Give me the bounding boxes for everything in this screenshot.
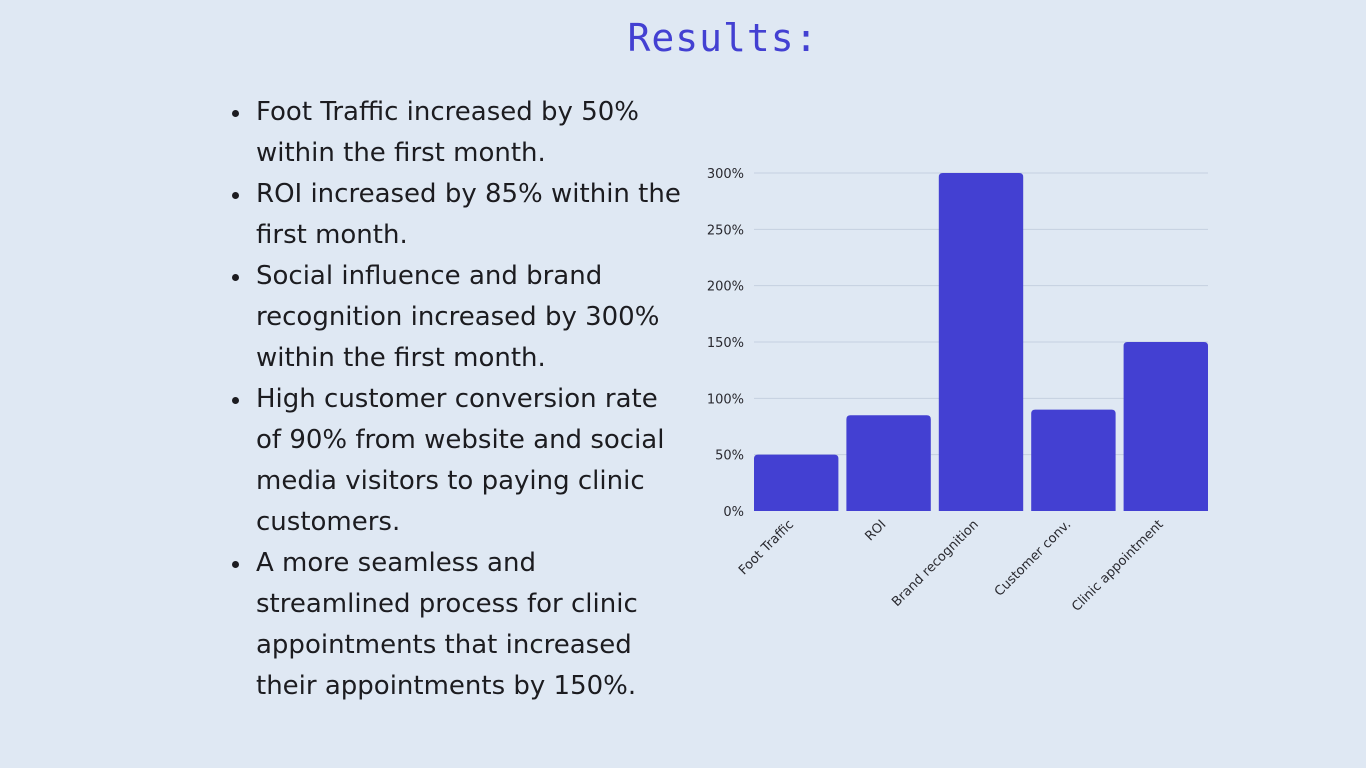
bar: [1031, 409, 1116, 511]
y-tick-label: 300%: [707, 167, 744, 182]
x-tick-label: Clinic appointment: [1069, 517, 1166, 614]
result-clinic-appointments: A more seamless and streamlined process …: [230, 543, 690, 707]
y-tick-label: 0%: [723, 505, 744, 520]
x-tick-label: Foot Traffic: [736, 517, 797, 578]
x-tick-label: Customer conv.: [992, 517, 1074, 599]
y-tick-label: 50%: [715, 449, 744, 464]
x-tick-label: Brand recognition: [889, 517, 982, 610]
y-tick-label: 100%: [707, 392, 744, 407]
result-brand-recognition: Social influence and brand recognition i…: [230, 256, 690, 379]
result-customer-conversion: High customer conversion rate of 90% fro…: [230, 379, 690, 543]
bar: [846, 415, 931, 511]
result-foot-traffic: Foot Traffic increased by 50% within the…: [230, 92, 690, 174]
result-roi: ROI increased by 85% within the first mo…: [230, 174, 690, 256]
bar: [938, 173, 1024, 511]
y-tick-label: 250%: [707, 223, 744, 238]
results-bar-chart: 0% 50% 100% 150% 200% 250% 300% Foot Traffic ROI…: [707, 167, 1208, 615]
results-list: Foot Traffic increased by 50% within the…: [230, 92, 690, 707]
bar: [754, 454, 839, 511]
x-axis: Foot Traffic ROI Brand recognition Customer…: [736, 517, 1167, 614]
page-title: Results:: [627, 16, 819, 60]
x-tick-label: ROI: [862, 517, 889, 544]
y-tick-label: 200%: [707, 280, 744, 295]
bars: [754, 173, 1208, 511]
bar: [1123, 342, 1208, 511]
y-tick-label: 150%: [707, 336, 744, 351]
